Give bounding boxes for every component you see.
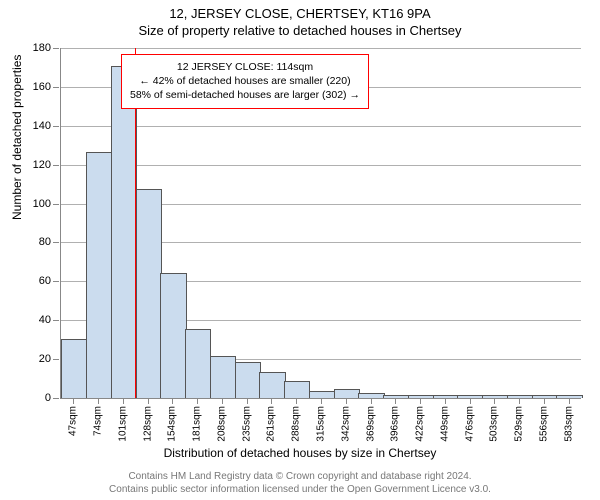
x-tick-label: 47sqm	[68, 406, 79, 436]
histogram-bar	[532, 395, 558, 398]
x-tick-label: 235sqm	[241, 406, 252, 442]
x-tick	[395, 398, 396, 404]
x-tick-label: 369sqm	[365, 406, 376, 442]
histogram-bar	[284, 381, 310, 398]
histogram-bar	[433, 395, 459, 398]
x-tick	[544, 398, 545, 404]
x-tick-label: 288sqm	[291, 406, 302, 442]
y-tick	[53, 126, 59, 127]
y-tick-label: 140	[33, 120, 51, 132]
x-tick	[222, 398, 223, 404]
footer-attribution: Contains HM Land Registry data © Crown c…	[0, 470, 600, 496]
y-tick	[53, 87, 59, 88]
x-tick-label: 181sqm	[192, 406, 203, 442]
y-tick-label: 20	[39, 353, 51, 365]
histogram-bar	[457, 395, 483, 398]
y-tick-label: 40	[39, 314, 51, 326]
gridline	[61, 165, 581, 166]
x-tick-label: 449sqm	[439, 406, 450, 442]
x-tick-label: 583sqm	[563, 406, 574, 442]
x-axis-label: Distribution of detached houses by size …	[0, 446, 600, 460]
y-tick-label: 0	[45, 392, 51, 404]
x-tick	[494, 398, 495, 404]
x-tick-label: 503sqm	[489, 406, 500, 442]
y-tick-label: 160	[33, 81, 51, 93]
x-tick-label: 396sqm	[390, 406, 401, 442]
footer-line-2: Contains public sector information licen…	[0, 483, 600, 496]
annotation-box: 12 JERSEY CLOSE: 114sqm ← 42% of detache…	[121, 54, 369, 109]
x-tick	[569, 398, 570, 404]
y-tick	[53, 320, 59, 321]
x-tick	[73, 398, 74, 404]
y-axis-label: Number of detached properties	[10, 55, 24, 220]
y-tick	[53, 359, 59, 360]
histogram-bar	[556, 395, 582, 398]
x-tick	[148, 398, 149, 404]
y-tick	[53, 204, 59, 205]
y-tick-label: 80	[39, 236, 51, 248]
x-tick	[321, 398, 322, 404]
y-tick-label: 120	[33, 159, 51, 171]
histogram-bar	[185, 329, 211, 398]
histogram-bar	[136, 189, 162, 398]
histogram-bar	[210, 356, 236, 398]
gridline	[61, 126, 581, 127]
histogram-bar	[111, 66, 137, 398]
y-tick	[53, 165, 59, 166]
histogram-bar	[309, 391, 335, 398]
address-title: 12, JERSEY CLOSE, CHERTSEY, KT16 9PA	[0, 0, 600, 21]
annotation-line-2: ← 42% of detached houses are smaller (22…	[130, 74, 360, 88]
x-tick	[371, 398, 372, 404]
y-tick	[53, 281, 59, 282]
x-tick-label: 101sqm	[117, 406, 128, 442]
x-tick-label: 315sqm	[316, 406, 327, 442]
y-tick	[53, 398, 59, 399]
histogram-bar	[160, 273, 186, 398]
annotation-line-1: 12 JERSEY CLOSE: 114sqm	[130, 60, 360, 74]
x-tick	[98, 398, 99, 404]
x-tick-label: 74sqm	[93, 406, 104, 436]
x-tick-label: 556sqm	[538, 406, 549, 442]
y-tick-label: 180	[33, 42, 51, 54]
histogram-chart: 02040608010012014016018047sqm74sqm101sqm…	[60, 48, 581, 399]
x-tick	[123, 398, 124, 404]
x-tick	[172, 398, 173, 404]
y-tick	[53, 48, 59, 49]
x-tick	[420, 398, 421, 404]
x-tick-label: 128sqm	[142, 406, 153, 442]
x-tick-label: 154sqm	[167, 406, 178, 442]
x-tick	[470, 398, 471, 404]
x-tick-label: 422sqm	[415, 406, 426, 442]
histogram-bar	[334, 389, 360, 398]
x-tick-label: 208sqm	[216, 406, 227, 442]
y-tick-label: 100	[33, 198, 51, 210]
chart-subtitle: Size of property relative to detached ho…	[0, 21, 600, 38]
x-tick-label: 476sqm	[464, 406, 475, 442]
histogram-bar	[86, 152, 112, 398]
x-tick	[197, 398, 198, 404]
y-tick-label: 60	[39, 275, 51, 287]
x-tick-label: 342sqm	[340, 406, 351, 442]
annotation-line-3: 58% of semi-detached houses are larger (…	[130, 88, 360, 102]
x-tick	[445, 398, 446, 404]
x-tick-label: 529sqm	[514, 406, 525, 442]
x-tick	[296, 398, 297, 404]
x-tick	[346, 398, 347, 404]
y-tick	[53, 242, 59, 243]
x-tick	[519, 398, 520, 404]
x-tick	[247, 398, 248, 404]
histogram-bar	[235, 362, 261, 398]
gridline	[61, 48, 581, 49]
x-tick-label: 261sqm	[266, 406, 277, 442]
x-tick	[271, 398, 272, 404]
histogram-bar	[61, 339, 87, 398]
footer-line-1: Contains HM Land Registry data © Crown c…	[0, 470, 600, 483]
histogram-bar	[259, 372, 285, 398]
